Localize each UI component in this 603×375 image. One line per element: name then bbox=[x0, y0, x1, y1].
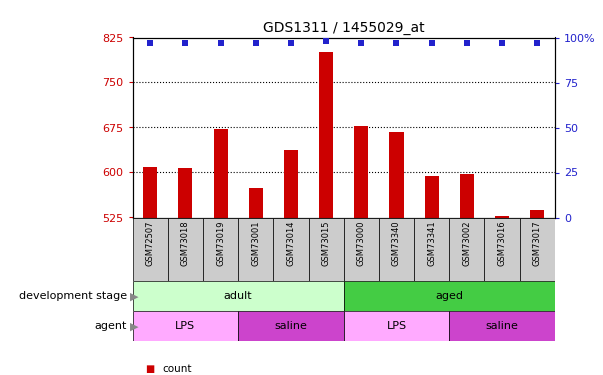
Text: GSM73001: GSM73001 bbox=[251, 220, 260, 266]
Text: saline: saline bbox=[485, 321, 519, 331]
Text: LPS: LPS bbox=[387, 321, 406, 331]
Text: ▶: ▶ bbox=[130, 321, 138, 331]
Title: GDS1311 / 1455029_at: GDS1311 / 1455029_at bbox=[263, 21, 425, 35]
Bar bbox=[319, 53, 333, 217]
Bar bbox=[133, 311, 238, 341]
Bar bbox=[203, 217, 238, 281]
Text: GSM73017: GSM73017 bbox=[532, 220, 541, 266]
Bar bbox=[284, 150, 298, 217]
Text: development stage: development stage bbox=[19, 291, 127, 301]
Bar bbox=[178, 168, 192, 217]
Text: GSM73014: GSM73014 bbox=[286, 220, 295, 266]
Bar bbox=[248, 188, 263, 218]
Text: ■: ■ bbox=[145, 364, 154, 374]
Bar bbox=[344, 217, 379, 281]
Text: agent: agent bbox=[94, 321, 127, 331]
Text: GSM73018: GSM73018 bbox=[181, 220, 190, 266]
Bar bbox=[344, 311, 449, 341]
Text: LPS: LPS bbox=[175, 321, 195, 331]
Bar bbox=[449, 311, 555, 341]
Bar bbox=[344, 281, 555, 311]
Bar bbox=[133, 281, 344, 311]
Text: GSM73016: GSM73016 bbox=[497, 220, 507, 266]
Text: GSM73341: GSM73341 bbox=[427, 220, 436, 266]
Bar bbox=[238, 311, 344, 341]
Bar bbox=[414, 217, 449, 281]
Text: GSM73019: GSM73019 bbox=[216, 220, 225, 266]
Bar bbox=[238, 217, 273, 281]
Text: saline: saline bbox=[274, 321, 308, 331]
Bar bbox=[425, 176, 438, 218]
Bar bbox=[460, 174, 474, 217]
Text: GSM72507: GSM72507 bbox=[146, 220, 155, 266]
Bar bbox=[213, 129, 228, 217]
Bar bbox=[133, 217, 168, 281]
Text: GSM73340: GSM73340 bbox=[392, 220, 401, 266]
Text: aged: aged bbox=[435, 291, 463, 301]
Bar bbox=[530, 210, 545, 218]
Text: adult: adult bbox=[224, 291, 253, 301]
Text: ▶: ▶ bbox=[130, 291, 138, 301]
Bar bbox=[449, 217, 484, 281]
Bar bbox=[390, 132, 403, 218]
Bar bbox=[484, 217, 520, 281]
Bar bbox=[168, 217, 203, 281]
Text: GSM73002: GSM73002 bbox=[463, 220, 472, 266]
Bar bbox=[495, 216, 509, 217]
Bar bbox=[309, 217, 344, 281]
Text: GSM73000: GSM73000 bbox=[357, 220, 366, 266]
Text: GSM73015: GSM73015 bbox=[321, 220, 330, 266]
Bar bbox=[273, 217, 309, 281]
Bar bbox=[520, 217, 555, 281]
Bar bbox=[144, 166, 157, 218]
Bar bbox=[355, 126, 368, 218]
Text: count: count bbox=[163, 364, 192, 374]
Bar bbox=[379, 217, 414, 281]
